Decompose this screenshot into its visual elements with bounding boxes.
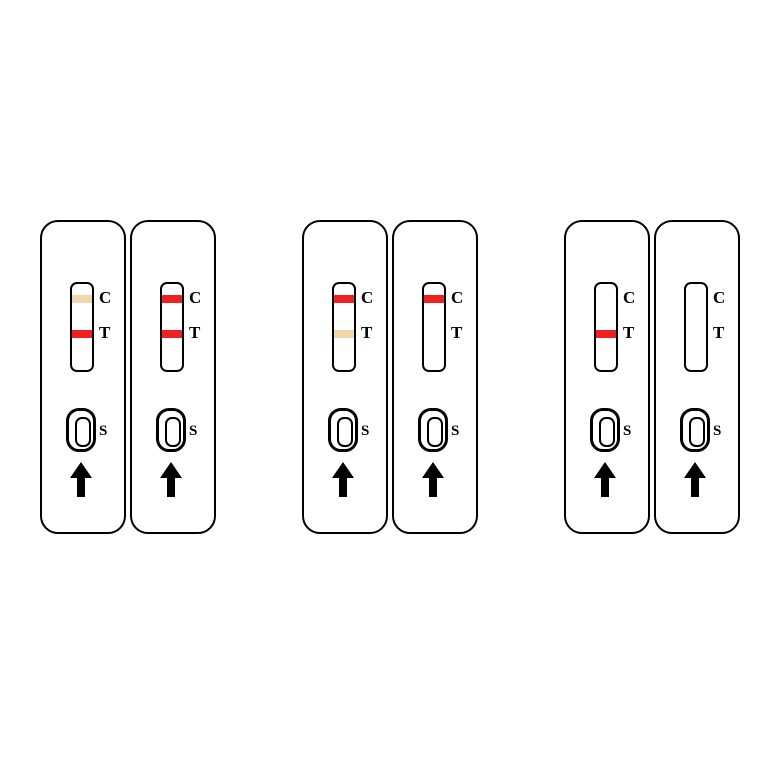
label-control: C	[189, 288, 201, 308]
control-line	[424, 295, 444, 303]
cassette-c1: CT S	[40, 220, 126, 534]
cassette-c6: CT S	[654, 220, 740, 534]
arrow-up-icon	[332, 462, 354, 498]
result-window	[594, 282, 618, 372]
arrow-up-icon	[70, 462, 92, 498]
group-3: CTSCTS	[564, 220, 740, 534]
result-window	[422, 282, 446, 372]
test-line	[596, 330, 616, 338]
result-window	[70, 282, 94, 372]
control-line	[334, 295, 354, 303]
label-test: T	[451, 323, 462, 343]
label-test: T	[713, 323, 724, 343]
sample-well	[156, 408, 186, 452]
label-control: C	[713, 288, 725, 308]
cassette-c5: CT S	[564, 220, 650, 534]
label-sample: S	[451, 423, 459, 440]
result-window	[160, 282, 184, 372]
label-control: C	[361, 288, 373, 308]
label-test: T	[623, 323, 634, 343]
sample-well	[680, 408, 710, 452]
control-line	[72, 295, 92, 303]
cassette-c4: CT S	[392, 220, 478, 534]
arrow-up-icon	[684, 462, 706, 498]
cassette-c2: CT S	[130, 220, 216, 534]
label-sample: S	[99, 423, 107, 440]
arrow-up-icon	[160, 462, 182, 498]
diagram-container: CTSCTSCTSCTSCTSCTS	[40, 220, 740, 534]
sample-well	[66, 408, 96, 452]
label-sample: S	[361, 423, 369, 440]
label-control: C	[623, 288, 635, 308]
test-line	[162, 330, 182, 338]
group-2: CTSCTS	[302, 220, 478, 534]
label-sample: S	[623, 423, 631, 440]
control-line	[162, 295, 182, 303]
label-test: T	[99, 323, 110, 343]
result-window	[684, 282, 708, 372]
result-window	[332, 282, 356, 372]
label-sample: S	[189, 423, 197, 440]
sample-well	[418, 408, 448, 452]
test-line	[334, 330, 354, 338]
label-test: T	[189, 323, 200, 343]
label-sample: S	[713, 423, 721, 440]
group-1: CTSCTS	[40, 220, 216, 534]
arrow-up-icon	[422, 462, 444, 498]
label-control: C	[451, 288, 463, 308]
label-control: C	[99, 288, 111, 308]
arrow-up-icon	[594, 462, 616, 498]
cassette-c3: CT S	[302, 220, 388, 534]
sample-well	[590, 408, 620, 452]
label-test: T	[361, 323, 372, 343]
test-line	[72, 330, 92, 338]
sample-well	[328, 408, 358, 452]
